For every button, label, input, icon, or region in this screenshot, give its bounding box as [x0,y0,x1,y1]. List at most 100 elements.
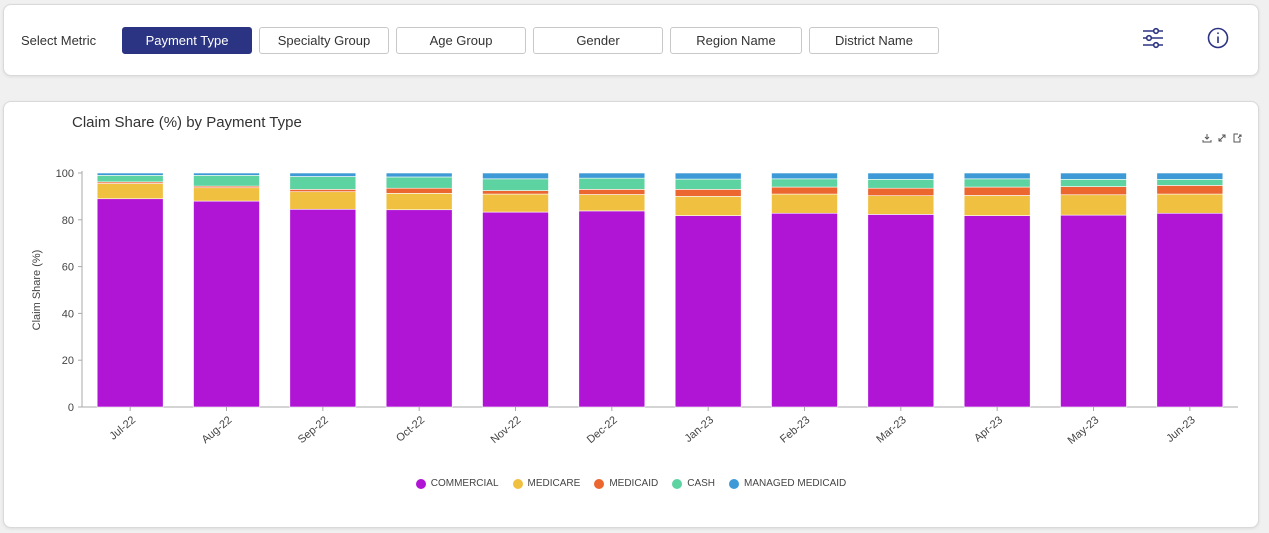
legend-marker [415,478,426,489]
bar-medicare-jun-23 [1156,193,1224,214]
bar-commercial-mar-23 [867,214,935,408]
tab-age-group[interactable]: Age Group [396,27,526,54]
tab-region-name[interactable]: Region Name [670,27,802,54]
stacked-bar-chart: 0 20 40 60 80 100 Claim Share (%) Jul-22 Aug-22 S… [31,168,1238,447]
legend-item-managed-medicaid[interactable]: MANAGED MEDICAID [729,478,846,489]
y-tick-label: 20 [62,355,74,367]
legend-label: COMMERCIAL [430,478,499,489]
bar-medicaid-jun-23 [1156,185,1224,195]
bar-medicare-apr-23 [963,195,1031,216]
bar-commercial-sep-22 [289,208,357,408]
bar-commercial-feb-23 [771,212,838,408]
y-axis-title: Claim Share (%) [31,250,43,331]
chart-card: Claim Share (%) by Payment Type 0 20 40 60 8… [3,101,1259,528]
bar-medicare-sep-22 [289,191,357,210]
bar-cash-nov-22 [482,178,549,191]
x-tick-label: Jun-23 [1164,414,1197,445]
legend-label: CASH [687,478,716,489]
bar-managed-medicaid-feb-23 [771,172,838,180]
bar-managed-medicaid-aug-22 [193,172,260,176]
sliders-icon[interactable] [1138,23,1168,53]
legend-marker [512,478,523,489]
legend-item-medicaid[interactable]: MEDICAID [594,478,658,489]
export-icon[interactable] [1232,130,1242,143]
bar-managed-medicaid-oct-22 [385,172,453,178]
y-tick-label: 80 [62,215,74,227]
bar-medicaid-feb-23 [771,186,838,195]
bar-cash-mar-23 [867,179,935,189]
download-icon[interactable] [1202,130,1212,143]
bar-commercial-jan-23 [674,215,742,408]
bar-managed-medicaid-may-23 [1060,172,1127,180]
bar-cash-jan-23 [674,178,742,190]
x-tick-label: Mar-23 [874,414,908,446]
bar-medicare-dec-22 [578,194,646,212]
bar-cash-apr-23 [963,178,1031,188]
tab-payment-type[interactable]: Payment Type [122,27,252,54]
bar-managed-medicaid-apr-23 [963,172,1031,180]
bar-cash-sep-22 [289,176,357,190]
bar-cash-aug-22 [193,175,260,187]
bar-managed-medicaid-mar-23 [867,172,935,180]
bar-commercial-jun-23 [1156,212,1224,408]
bar-medicare-aug-22 [193,187,260,202]
bar-managed-medicaid-nov-22 [482,172,549,180]
x-tick-label: Jan-23 [683,414,716,445]
tab-specialty-group[interactable]: Specialty Group [259,27,389,54]
bar-commercial-aug-22 [193,200,260,408]
x-tick-label: Feb-23 [778,414,812,446]
bar-managed-medicaid-jun-23 [1156,172,1224,180]
x-tick-label: Sep-22 [296,414,331,446]
tab-gender[interactable]: Gender [533,27,663,54]
bar-medicare-jan-23 [674,196,742,216]
chart-title: Claim Share (%) by Payment Type [72,114,302,131]
chart-legend: COMMERCIAL MEDICARE MEDICAID CASH MANAGED ME… [4,478,1258,489]
bar-commercial-nov-22 [482,211,549,408]
bar-medicare-oct-22 [385,193,453,211]
bar-medicare-jul-22 [96,183,164,200]
bar-commercial-may-23 [1060,214,1127,408]
y-tick-label: 40 [62,308,74,320]
bar-medicaid-nov-22 [482,190,549,195]
bar-medicaid-mar-23 [867,187,935,196]
legend-label: MEDICARE [527,478,581,489]
bar-commercial-apr-23 [963,215,1031,408]
x-tick-label: Nov-22 [489,414,524,446]
legend-label: MANAGED MEDICAID [744,478,847,489]
x-tick-label: Dec-22 [585,414,620,446]
bar-medicaid-may-23 [1060,186,1127,196]
tab-district-name[interactable]: District Name [809,27,939,54]
bar-cash-jun-23 [1156,179,1224,186]
x-tick-label: Apr-23 [972,414,1005,444]
bar-commercial-oct-22 [385,209,453,408]
bar-managed-medicaid-dec-22 [578,172,646,179]
bar-managed-medicaid-jul-22 [96,172,164,176]
select-metric-label: Select Metric [21,33,97,48]
bar-commercial-jul-22 [96,198,164,408]
y-tick-label: 60 [62,262,74,274]
x-tick-label: Aug-22 [200,414,235,446]
bar-medicare-nov-22 [482,193,549,213]
x-tick-label: Jul-22 [107,414,138,442]
legend-marker [594,478,605,489]
bar-cash-dec-22 [578,177,646,190]
expand-icon[interactable] [1217,130,1227,142]
info-icon[interactable] [1203,23,1233,53]
bar-medicare-mar-23 [867,195,935,215]
legend-label: MEDICAID [609,478,659,489]
bar-medicaid-sep-22 [289,189,357,193]
legend-item-commercial[interactable]: COMMERCIAL [415,478,499,489]
x-tick-label: Oct-22 [394,414,427,444]
bar-cash-jul-22 [96,175,164,183]
bar-managed-medicaid-sep-22 [289,172,357,177]
legend-marker [729,478,740,489]
bar-medicaid-dec-22 [578,189,646,195]
legend-item-cash[interactable]: CASH [672,478,715,489]
bar-medicare-feb-23 [771,193,838,214]
bar-cash-oct-22 [385,176,453,189]
chart-toolbar [1202,130,1242,143]
bar-managed-medicaid-jan-23 [674,172,742,180]
bar-cash-may-23 [1060,179,1127,187]
legend-item-medicare[interactable]: MEDICARE [512,478,581,489]
bar-medicare-may-23 [1060,194,1127,216]
